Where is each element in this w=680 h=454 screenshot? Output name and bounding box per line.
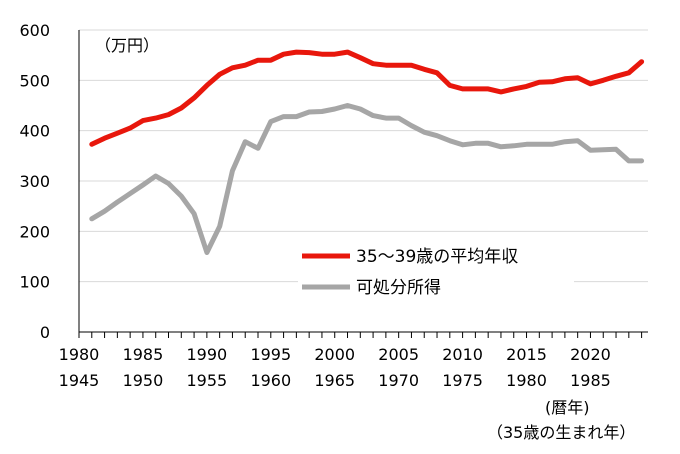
- legend-label-income: 35～39歳の平均年収: [356, 247, 518, 267]
- x-tick-label-birth-year: 1950: [123, 371, 164, 390]
- x-axis-caption-birth-year: （35歳の生まれ年）: [487, 423, 635, 442]
- legend: 35～39歳の平均年収 可処分所得: [298, 244, 574, 300]
- y-axis: 0 100 200 300 400 500 600: [19, 21, 80, 342]
- x-tick-label-birth-year: 1985: [570, 371, 611, 390]
- series-line-income: [89, 49, 645, 147]
- unit-label: （万円）: [95, 36, 159, 55]
- x-tick-label-year: 2005: [378, 345, 419, 364]
- x-tick-label-birth-year: 1960: [250, 371, 291, 390]
- series-line-disposable: [89, 103, 645, 255]
- legend-label-disposable: 可処分所得: [356, 278, 441, 298]
- y-tick-label: 0: [40, 323, 50, 342]
- y-tick-label: 500: [19, 71, 50, 90]
- x-tick-label-birth-year: 1980: [506, 371, 547, 390]
- x-axis: 1980 1945 1985 1950 1990 1955 1995 1960 2000 1965…: [59, 331, 648, 390]
- y-tick-label: 600: [19, 21, 50, 40]
- x-tick-label-birth-year: 1965: [314, 371, 355, 390]
- x-tick-label-year: 1985: [123, 345, 164, 364]
- legend-background: [298, 244, 574, 300]
- x-tick-label-year: 2015: [506, 345, 547, 364]
- x-tick-label-birth-year: 1945: [59, 371, 100, 390]
- x-tick-label-birth-year: 1970: [378, 371, 419, 390]
- x-tick-label-year: 1990: [187, 345, 228, 364]
- x-tick-label-year: 2000: [314, 345, 355, 364]
- y-tick-label: 200: [19, 222, 50, 241]
- gridlines: [79, 29, 648, 283]
- x-tick-label-year: 2020: [570, 345, 611, 364]
- x-axis-caption-year: (暦年): [545, 398, 590, 417]
- y-tick-label: 300: [19, 172, 50, 191]
- x-tick-label-year: 2010: [442, 345, 483, 364]
- x-tick-label-birth-year: 1975: [442, 371, 483, 390]
- x-tick-label-birth-year: 1955: [187, 371, 228, 390]
- x-tick-label-year: 1980: [59, 345, 100, 364]
- y-tick-label: 400: [19, 122, 50, 141]
- series-lines: [89, 49, 645, 255]
- x-tick-label-year: 1995: [250, 345, 291, 364]
- y-tick-label: 100: [19, 273, 50, 292]
